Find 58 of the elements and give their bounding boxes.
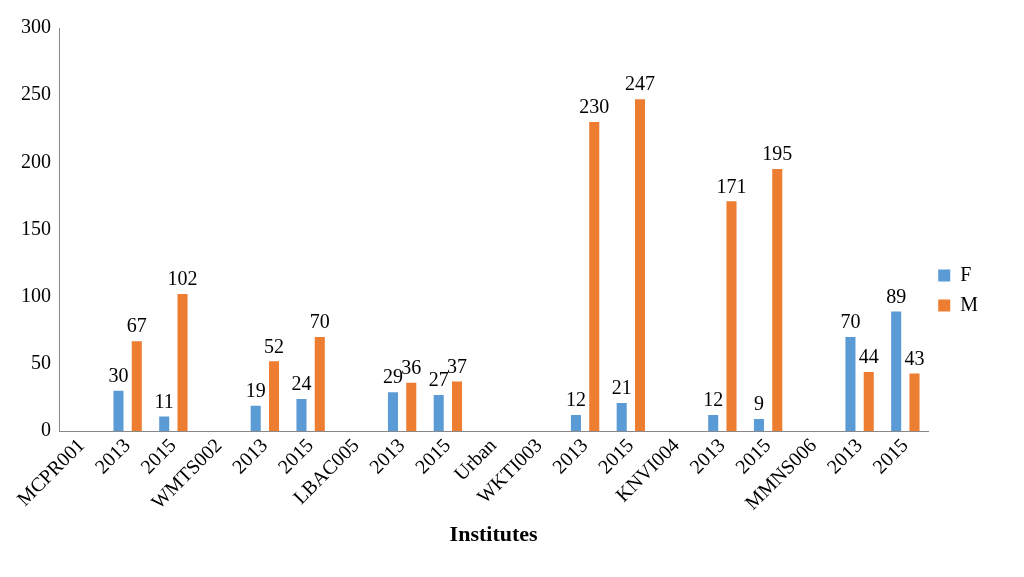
bar xyxy=(589,122,600,432)
bar xyxy=(845,337,856,432)
x-axis-title: Institutes xyxy=(449,521,539,547)
y-tick-label: 150 xyxy=(21,216,51,239)
bar xyxy=(113,390,124,432)
data-label: 89 xyxy=(886,284,907,307)
bar xyxy=(406,382,417,432)
bar xyxy=(616,402,627,432)
data-label: 102 xyxy=(167,267,198,290)
data-label: 30 xyxy=(108,364,129,387)
data-label: 9 xyxy=(753,392,764,415)
data-label: 43 xyxy=(904,346,925,369)
y-tick-label: 200 xyxy=(21,149,51,172)
bar xyxy=(570,415,581,432)
data-label: 24 xyxy=(291,372,312,395)
bar xyxy=(314,337,325,432)
bar xyxy=(451,381,463,432)
y-tick-label: 100 xyxy=(21,284,51,307)
data-label: 27 xyxy=(428,368,449,391)
legend-label: M xyxy=(960,292,979,315)
bar xyxy=(131,341,142,432)
data-label: 19 xyxy=(245,378,266,401)
bar xyxy=(753,419,764,432)
data-label: 230 xyxy=(579,95,610,118)
data-label: 12 xyxy=(703,388,724,411)
bar xyxy=(296,398,307,432)
data-label: 52 xyxy=(264,334,285,357)
bar xyxy=(863,372,874,432)
bar xyxy=(159,416,170,432)
data-label: 36 xyxy=(401,356,422,379)
bar xyxy=(177,294,188,432)
data-label: 12 xyxy=(565,388,586,411)
legend-label: F xyxy=(960,262,972,285)
data-label: 11 xyxy=(154,389,174,412)
bar xyxy=(268,361,280,432)
bar xyxy=(250,405,261,432)
data-label: 70 xyxy=(840,310,861,333)
bar xyxy=(708,415,719,432)
data-label: 37 xyxy=(447,354,468,377)
data-label: 171 xyxy=(716,174,747,197)
y-tick-label: 300 xyxy=(21,15,51,38)
bar xyxy=(726,201,737,432)
bar xyxy=(891,311,902,432)
data-label: 21 xyxy=(611,376,632,399)
data-label: 247 xyxy=(625,72,655,95)
bar xyxy=(909,373,920,432)
y-tick-label: 50 xyxy=(31,351,51,374)
y-tick-label: 0 xyxy=(41,418,51,441)
bar xyxy=(433,394,444,432)
data-label: 70 xyxy=(309,310,330,333)
y-tick-label: 250 xyxy=(21,82,51,105)
data-label: 195 xyxy=(762,142,793,165)
data-label: 44 xyxy=(858,345,879,368)
bar xyxy=(634,99,646,432)
bar xyxy=(387,392,398,432)
data-label: 29 xyxy=(382,365,403,388)
data-label: 67 xyxy=(126,314,147,337)
bar xyxy=(772,169,783,432)
